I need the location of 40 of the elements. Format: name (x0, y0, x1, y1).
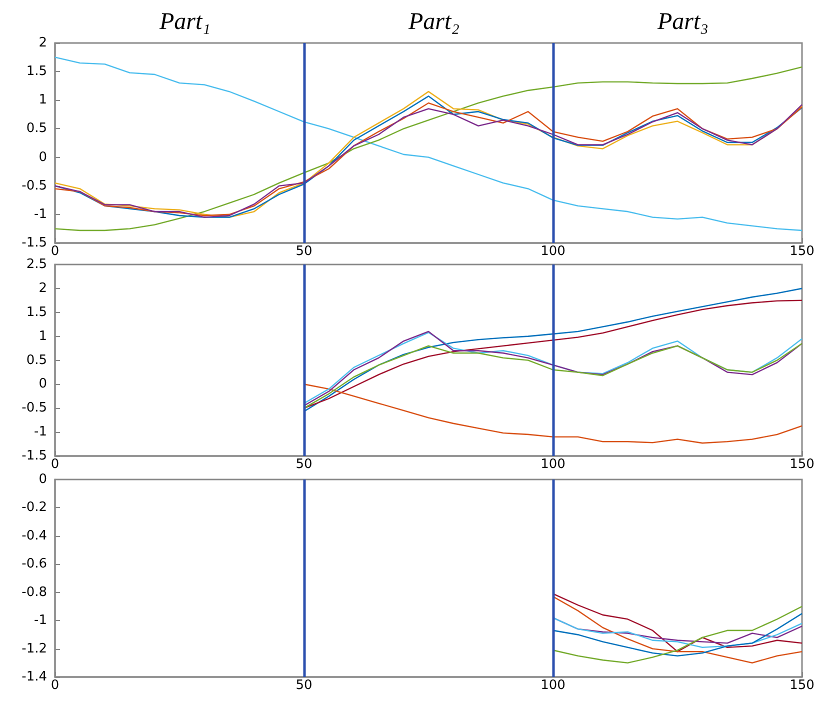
y-tick-label: 2 (38, 280, 47, 296)
y-tick-label: 1 (38, 92, 47, 108)
y-tick-label: -0.8 (22, 584, 47, 600)
y-tick-label: 0 (38, 150, 47, 165)
y-tick-label: -0.5 (22, 178, 47, 194)
y-tick-label: 1.5 (26, 64, 47, 80)
y-tick-label: -1.4 (22, 670, 47, 684)
x-tick-label: 100 (540, 457, 566, 472)
x-tick-label: 100 (540, 678, 566, 693)
y-tick-label: -1 (34, 613, 47, 628)
y-tick-label: -0.5 (22, 400, 47, 416)
y-tick-label: 2 (38, 36, 47, 50)
text: Part₃ (656, 9, 709, 35)
y-tick-label: 0 (38, 472, 47, 487)
y-tick-label: -0.2 (22, 500, 47, 516)
y-tick-label: 0 (38, 376, 47, 392)
text: Part₂ (408, 9, 460, 35)
x-tick-label: 0 (50, 457, 60, 472)
y-tick-label: 0.5 (26, 121, 47, 136)
y-tick-label: -1.5 (22, 236, 47, 250)
x-tick-label: 0 (50, 244, 60, 259)
x-tick-label: 150 (790, 244, 814, 259)
y-tick-label: -1.5 (22, 448, 47, 464)
y-tick-label: -1.2 (22, 641, 47, 656)
y-tick-label: 0.5 (26, 352, 47, 368)
x-tick-label: 50 (296, 244, 312, 259)
y-tick-label: 1.5 (26, 304, 47, 320)
x-tick-label: 100 (540, 244, 566, 259)
x-tick-label: 150 (790, 457, 814, 472)
y-tick-label: -0.4 (22, 528, 47, 544)
x-tick-label: 0 (50, 678, 60, 693)
y-tick-label: -1 (34, 424, 47, 440)
text: Part₁ (158, 9, 211, 35)
y-tick-label: 1 (38, 328, 47, 344)
x-tick-label: 50 (296, 457, 312, 472)
x-tick-label: 50 (296, 678, 312, 693)
y-tick-label: -1 (34, 206, 47, 222)
y-tick-label: -0.6 (22, 556, 47, 572)
y-tick-label: 2.5 (26, 257, 47, 272)
x-tick-label: 150 (790, 678, 814, 693)
